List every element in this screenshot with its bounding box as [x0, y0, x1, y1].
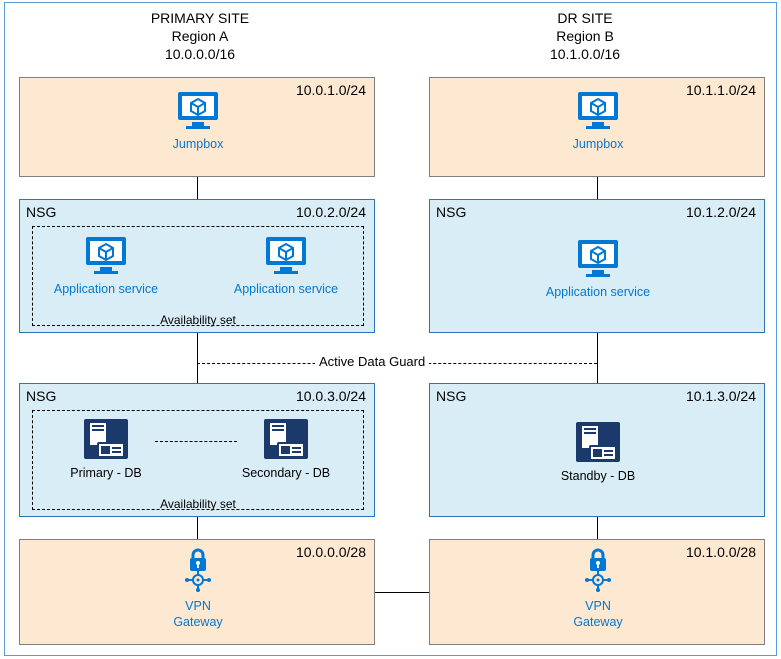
nsg-label: NSG: [436, 388, 466, 404]
node-label-2: Gateway: [143, 615, 253, 629]
availability-set-label: Availability set: [33, 497, 363, 511]
cidr-label: 10.1.0.0/28: [686, 544, 756, 560]
connector: [197, 177, 198, 199]
vpn-connector: [375, 592, 429, 593]
standby-db-node: Standby - DB: [543, 420, 653, 483]
nsg-label: NSG: [436, 204, 466, 220]
db-icon: [82, 417, 130, 464]
connector: [597, 177, 598, 199]
dr-db-subnet: NSG 10.1.3.0/24 Standby - DB: [429, 383, 765, 517]
primary-cidr: 10.0.0.0/16: [5, 45, 395, 63]
primary-app-subnet: NSG 10.0.2.0/24 Application service Appl…: [19, 199, 375, 333]
cidr-label: 10.0.0.0/28: [296, 544, 366, 560]
node-label: Standby - DB: [543, 469, 653, 483]
dr-vpn-node: VPN Gateway: [543, 548, 653, 630]
availability-set-label: Availability set: [33, 313, 363, 327]
primary-app-availability-set: Application service Application service …: [32, 226, 364, 326]
primary-db-availability-set: Primary - DB Secondary - DB Availability…: [32, 410, 364, 510]
node-label: Application service: [231, 282, 341, 296]
db-icon: [262, 417, 310, 464]
db-icon: [574, 420, 622, 467]
vm-icon: [262, 233, 310, 280]
active-data-guard-label: Active Data Guard: [315, 354, 429, 369]
primary-site-header: PRIMARY SITE Region A 10.0.0.0/16: [5, 9, 395, 64]
primary-app-node-2: Application service: [231, 233, 341, 296]
cidr-label: 10.0.2.0/24: [296, 204, 366, 220]
dr-title: DR SITE: [395, 9, 775, 27]
node-label-1: VPN: [143, 599, 253, 613]
node-label: Secondary - DB: [231, 466, 341, 480]
node-label-2: Gateway: [543, 615, 653, 629]
primary-db-subnet: NSG 10.0.3.0/24 Primary - DB Secondary -…: [19, 383, 375, 517]
dr-region: Region B: [395, 27, 775, 45]
dr-jumpbox-node: Jumpbox: [543, 88, 653, 151]
vm-icon: [82, 233, 130, 280]
vm-icon: [574, 236, 622, 283]
connector: [597, 517, 598, 539]
cidr-label: 10.0.3.0/24: [296, 388, 366, 404]
secondary-db-node: Secondary - DB: [231, 417, 341, 480]
primary-jumpbox-node: Jumpbox: [143, 88, 253, 151]
cidr-label: 10.1.3.0/24: [686, 388, 756, 404]
node-label: Application service: [51, 282, 161, 296]
primary-vpn-subnet: 10.0.0.0/28 VPN Gateway: [19, 539, 375, 645]
vpn-gateway-icon: [175, 548, 221, 597]
node-label-1: VPN: [543, 599, 653, 613]
dr-vpn-subnet: 10.1.0.0/28 VPN Gateway: [429, 539, 765, 645]
primary-vpn-node: VPN Gateway: [143, 548, 253, 630]
vm-icon: [174, 88, 222, 135]
dr-app-node: Application service: [543, 236, 653, 299]
primary-region: Region A: [5, 27, 395, 45]
dr-site-header: DR SITE Region B 10.1.0.0/16: [395, 9, 775, 64]
primary-db-node: Primary - DB: [51, 417, 161, 480]
dr-app-subnet: NSG 10.1.2.0/24 Application service: [429, 199, 765, 333]
node-label: Jumpbox: [543, 137, 653, 151]
connector: [197, 517, 198, 539]
diagram-canvas: PRIMARY SITE Region A 10.0.0.0/16 DR SIT…: [4, 2, 777, 656]
db-pair-connector: [155, 441, 237, 442]
primary-title: PRIMARY SITE: [5, 9, 395, 27]
cidr-label: 10.1.1.0/24: [686, 82, 756, 98]
vpn-gateway-icon: [575, 548, 621, 597]
cidr-label: 10.1.2.0/24: [686, 204, 756, 220]
connector: [197, 333, 198, 383]
node-label: Jumpbox: [143, 137, 253, 151]
nsg-label: NSG: [26, 204, 56, 220]
active-data-guard-connector: [597, 363, 598, 383]
cidr-label: 10.0.1.0/24: [296, 82, 366, 98]
dr-cidr: 10.1.0.0/16: [395, 45, 775, 63]
primary-jumpbox-subnet: 10.0.1.0/24 Jumpbox: [19, 77, 375, 177]
node-label: Application service: [543, 285, 653, 299]
dr-jumpbox-subnet: 10.1.1.0/24 Jumpbox: [429, 77, 765, 177]
primary-app-node-1: Application service: [51, 233, 161, 296]
node-label: Primary - DB: [51, 466, 161, 480]
vm-icon: [574, 88, 622, 135]
nsg-label: NSG: [26, 388, 56, 404]
